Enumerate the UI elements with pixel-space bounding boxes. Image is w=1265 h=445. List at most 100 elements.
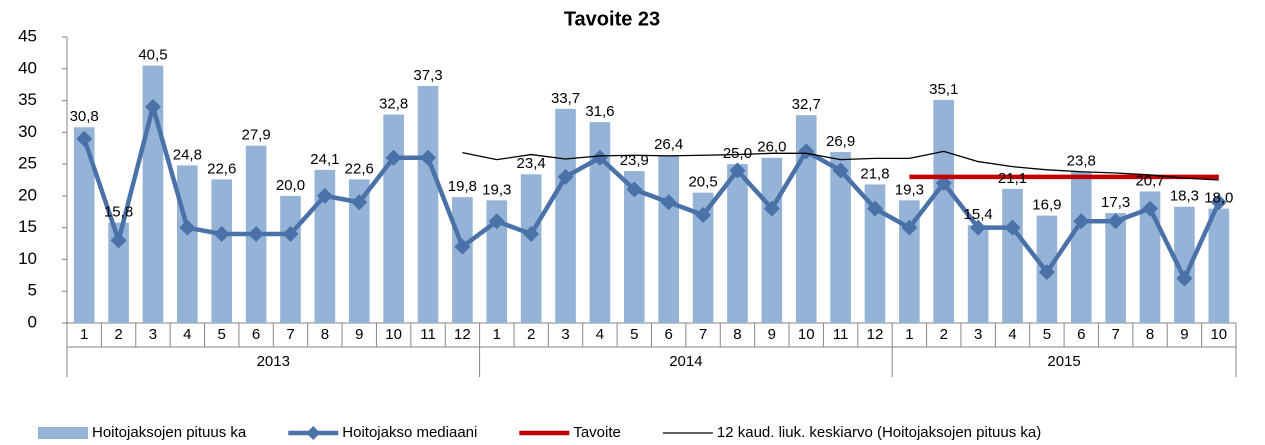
x-tick-label: 10 (798, 326, 815, 343)
data-label: 25,0 (723, 145, 752, 162)
legend-item: Hoitojaksojen pituus ka (38, 424, 247, 441)
data-label: 20,0 (276, 177, 305, 194)
data-label: 24,8 (173, 146, 202, 163)
bar (1139, 191, 1161, 323)
bar (899, 200, 920, 323)
data-label: 33,7 (551, 90, 580, 107)
bar (761, 157, 783, 323)
marker (798, 143, 815, 160)
x-tick-label: 3 (561, 326, 569, 343)
x-tick-label: 4 (183, 326, 191, 343)
x-tick-label: 1 (80, 326, 88, 343)
bar (555, 108, 576, 323)
bar (520, 174, 542, 323)
bar (1174, 206, 1195, 323)
marker (1038, 264, 1055, 281)
data-label: 21,8 (860, 165, 889, 182)
y-tick-label: 35 (18, 90, 37, 109)
data-label: 23,4 (517, 155, 546, 172)
marker (76, 130, 93, 147)
x-tick-label: 3 (974, 326, 982, 343)
data-label: 21,1 (998, 170, 1027, 187)
data-label: 15,8 (104, 204, 133, 221)
marker (488, 213, 505, 230)
marker (1142, 200, 1159, 217)
y-tick-label: 20 (18, 185, 37, 204)
series-line (462, 150, 1219, 181)
marker (351, 194, 368, 211)
marker (1107, 213, 1124, 230)
y-tick-label: 5 (28, 281, 37, 300)
x-tick-label: 10 (1210, 326, 1227, 343)
x-tick-label: 9 (355, 326, 363, 343)
marker (179, 219, 196, 236)
legend-item: Tavoite (519, 424, 621, 441)
x-tick-label: 12 (867, 326, 884, 343)
marker (695, 206, 712, 223)
legend-label: Tavoite (573, 424, 621, 441)
data-label: 16,9 (1032, 197, 1061, 214)
bar (73, 127, 95, 323)
series-line (82, 104, 1221, 281)
y-tick-label: 30 (18, 122, 37, 141)
marker (213, 226, 230, 243)
legend-swatch (38, 427, 88, 439)
marker (591, 149, 608, 166)
marker (832, 162, 849, 179)
data-label: 20,7 (1135, 172, 1164, 189)
bar (1208, 208, 1230, 323)
y-tick-label: 10 (18, 249, 37, 268)
x-tick-label: 1 (905, 326, 913, 343)
marker (1004, 219, 1021, 236)
data-label: 19,3 (895, 181, 924, 198)
bar (727, 164, 748, 323)
marker (316, 187, 333, 204)
marker (557, 168, 574, 185)
legend-label: 12 kaud. liuk. keskiarvo (Hoitojaksojen … (717, 424, 1041, 441)
legend-marker (306, 426, 321, 440)
bar (589, 122, 611, 323)
marker (523, 226, 540, 243)
bar (280, 195, 301, 323)
legend-label: Hoitojaksojen pituus ka (92, 424, 247, 441)
data-label: 31,6 (585, 103, 614, 120)
x-tick-label: 8 (1146, 326, 1154, 343)
bar (933, 99, 955, 323)
x-tick-label: 7 (699, 326, 707, 343)
marker (970, 219, 987, 236)
data-label: 26,0 (757, 139, 786, 156)
x-group-label: 2013 (257, 353, 290, 370)
data-label: 22,6 (345, 160, 374, 177)
bar (108, 222, 129, 323)
bar (692, 192, 714, 323)
bar (314, 169, 336, 323)
marker (1210, 194, 1227, 211)
marker (763, 200, 780, 217)
x-tick-label: 5 (1043, 326, 1051, 343)
bar (348, 179, 370, 323)
data-label: 22,6 (207, 160, 236, 177)
x-tick-label: 1 (493, 326, 501, 343)
y-tick-label: 25 (18, 154, 37, 173)
marker (144, 98, 161, 115)
y-tick-label: 45 (18, 26, 37, 45)
x-tick-label: 8 (321, 326, 329, 343)
legend-item: 12 kaud. liuk. keskiarvo (Hoitojaksojen … (662, 424, 1041, 441)
marker (385, 149, 402, 166)
bar (486, 200, 508, 323)
bar (211, 179, 233, 323)
x-tick-label: 10 (385, 326, 402, 343)
bar (658, 155, 680, 323)
x-tick-label: 9 (1180, 326, 1188, 343)
x-tick-label: 5 (218, 326, 226, 343)
data-label: 26,4 (654, 136, 683, 153)
marker (454, 238, 471, 255)
chart-title: Tavoite 23 (564, 8, 660, 30)
data-label: 20,5 (688, 174, 717, 191)
data-label: 23,8 (1067, 153, 1096, 170)
x-tick-label: 4 (1008, 326, 1016, 343)
marker (935, 175, 952, 192)
data-label: 23,9 (620, 152, 649, 169)
bar (177, 165, 198, 323)
